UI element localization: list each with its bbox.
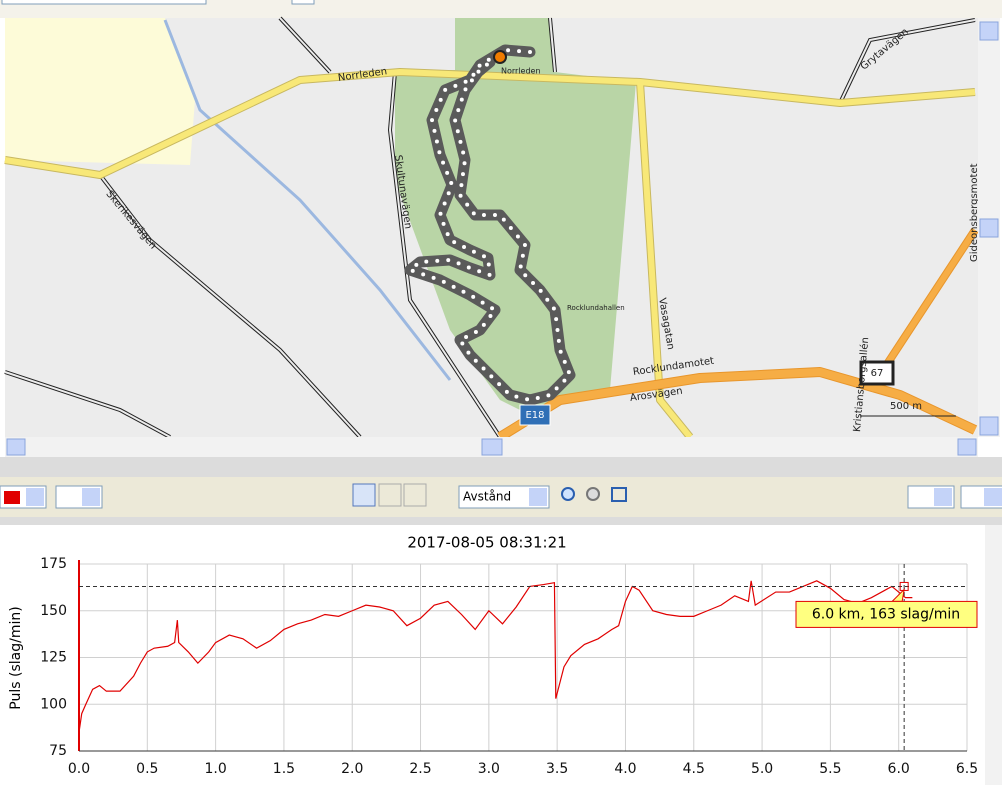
road-label: Gideonsbergsmotet <box>969 163 980 262</box>
x-tick-label: 4.0 <box>614 761 636 777</box>
dropdown-button[interactable] <box>82 488 100 506</box>
scroll-right[interactable] <box>957 438 977 456</box>
dropdown-button[interactable] <box>984 488 1002 506</box>
scroll-thumb[interactable] <box>979 218 999 238</box>
zoom-in[interactable] <box>561 487 575 501</box>
x-tick-label: 3.0 <box>478 761 500 777</box>
x-tick-label: 4.5 <box>683 761 705 777</box>
x-tick-label: 6.5 <box>956 761 978 777</box>
map: Norrleden Norrleden Skultunavägen Skerik… <box>4 16 980 442</box>
x-tick-label: 5.5 <box>819 761 841 777</box>
y-axis-label: Puls (slag/min) <box>8 606 24 709</box>
x-tick-label: 0.5 <box>136 761 158 777</box>
y-tick-label: 100 <box>40 696 67 712</box>
dropdown-button[interactable] <box>26 488 44 506</box>
tooltip <box>795 600 978 628</box>
y-tick-label: 125 <box>40 650 67 666</box>
stream <box>163 19 452 381</box>
zoom-fit[interactable] <box>611 487 627 502</box>
shield-label: E18 <box>525 410 544 421</box>
x-tick-label: 1.0 <box>204 761 226 777</box>
x-tick-label: 2.0 <box>341 761 363 777</box>
chart-panel <box>0 525 985 785</box>
data-line <box>78 580 913 733</box>
color-swatch <box>4 491 20 504</box>
x-tick-label: 6.0 <box>888 761 910 777</box>
dropdown-button[interactable] <box>934 488 952 506</box>
x-tick-label: 0.0 <box>68 761 90 777</box>
road-shield <box>519 404 551 426</box>
top-button[interactable] <box>291 0 315 5</box>
smooth-button[interactable] <box>403 483 427 507</box>
scroll-up[interactable] <box>979 21 999 41</box>
plot: 75 100 125 150 175 0.0 0.5 1.0 1.5 2.0 2.5 3.0 3.5 4.… <box>40 556 978 777</box>
track <box>404 44 576 406</box>
x-tick-label: 2.5 <box>409 761 431 777</box>
road-label: Norrleden <box>501 67 541 76</box>
chart-title: 2017-08-05 08:31:21 <box>407 534 566 552</box>
chart-scrollbar[interactable] <box>985 525 1002 785</box>
zoom-out[interactable] <box>586 487 600 501</box>
scroll-left[interactable] <box>6 438 26 456</box>
top-strip <box>0 0 1002 18</box>
x-tick-label: 3.5 <box>546 761 568 777</box>
road-shield <box>859 360 895 386</box>
area <box>5 18 195 165</box>
place-label: Rocklundahallen <box>567 304 625 312</box>
x-tick-label: 5.0 <box>751 761 773 777</box>
minor-roads-inner <box>4 17 976 438</box>
crosshair-button[interactable] <box>352 483 376 507</box>
scale-label: 500 m <box>890 401 922 412</box>
y-tick-label: 75 <box>49 743 67 759</box>
scroll-down[interactable] <box>979 416 999 436</box>
shield-label: 67 <box>871 368 884 379</box>
splitter[interactable] <box>0 457 1002 477</box>
tooltip-text: 6.0 km, 163 slag/min <box>812 606 960 622</box>
x-tick-label: 1.5 <box>273 761 295 777</box>
band-button[interactable] <box>378 483 402 507</box>
track-start[interactable] <box>493 50 507 64</box>
x-axis-select[interactable] <box>458 485 550 509</box>
top-input[interactable] <box>1 0 207 5</box>
select-value: Avstånd <box>463 490 511 504</box>
y-tick-label: 150 <box>40 603 67 619</box>
dropdown-button[interactable] <box>529 488 547 506</box>
splitter <box>0 517 1002 525</box>
y-tick-label: 175 <box>40 556 67 572</box>
scroll-thumb[interactable] <box>481 438 503 456</box>
